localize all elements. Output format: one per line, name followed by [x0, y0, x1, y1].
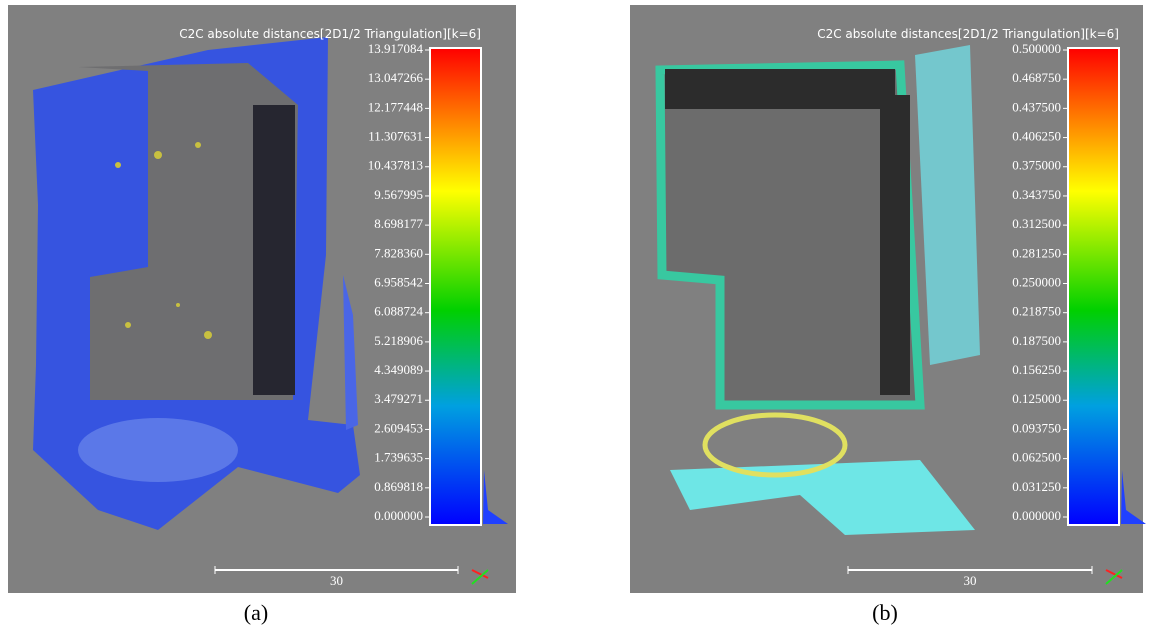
- scale-label: 6.088724: [374, 304, 423, 319]
- caption: (b): [872, 600, 898, 625]
- scale-label: 0.187500: [1012, 333, 1061, 348]
- point-cloud-b: [630, 5, 1143, 593]
- cloud-dark-side: [880, 95, 910, 395]
- scale-label: 10.437813: [368, 158, 423, 173]
- scale-label: 9.567995: [374, 187, 423, 202]
- caption: (a): [244, 600, 268, 625]
- scale-label: 11.307631: [368, 129, 423, 144]
- scale-label: 0.281250: [1012, 245, 1061, 260]
- scale-label: 0.093750: [1012, 420, 1061, 435]
- scale-label: 0.500000: [1012, 41, 1061, 56]
- scale-label: 13.917084: [368, 41, 424, 56]
- scale-label: 5.218906: [374, 333, 423, 348]
- scale-label: 0.375000: [1012, 158, 1061, 173]
- scale-label: 0.869818: [374, 479, 423, 494]
- scale-label: 0.406250: [1012, 129, 1061, 144]
- legend-title: C2C absolute distances[2D1/2 Triangulati…: [817, 27, 1119, 41]
- cloud-base: [78, 418, 238, 482]
- scale-bar-label: 30: [330, 573, 343, 588]
- scale-label: 13.047266: [368, 70, 424, 85]
- scale-label: 0.250000: [1012, 274, 1061, 289]
- scale-label: 4.349089: [374, 362, 423, 377]
- scale-label: 8.698177: [374, 216, 423, 231]
- scale-label: 0.312500: [1012, 216, 1061, 231]
- scale-label: 1.739635: [374, 450, 423, 465]
- cloud-dark: [665, 69, 895, 109]
- scale-label: 0.156250: [1012, 362, 1061, 377]
- scale-label: 6.958542: [374, 274, 423, 289]
- scale-label: 0.437500: [1012, 99, 1061, 114]
- scale-label: 0.343750: [1012, 187, 1061, 202]
- figure: C2C absolute distances[2D1/2 Triangulati…: [0, 0, 1149, 632]
- scale-label: 0.468750: [1012, 70, 1061, 85]
- cloud-dark: [253, 105, 295, 395]
- scale-label: 0.031250: [1012, 479, 1061, 494]
- scale-label: 0.218750: [1012, 304, 1061, 319]
- scale-label: 2.609453: [374, 420, 423, 435]
- scale-bar-label: 30: [964, 573, 977, 588]
- scale-label: 12.177448: [368, 99, 423, 114]
- scale-label: 3.479271: [374, 391, 423, 406]
- scale-label: 0.000000: [1012, 508, 1061, 523]
- scale-label: 0.000000: [374, 508, 423, 523]
- legend-title: C2C absolute distances[2D1/2 Triangulati…: [179, 27, 481, 41]
- color-bar: [1068, 48, 1119, 525]
- color-bar: [430, 48, 481, 525]
- scale-label: 0.125000: [1012, 391, 1061, 406]
- scale-label: 7.828360: [374, 245, 423, 260]
- scale-label: 0.062500: [1012, 450, 1061, 465]
